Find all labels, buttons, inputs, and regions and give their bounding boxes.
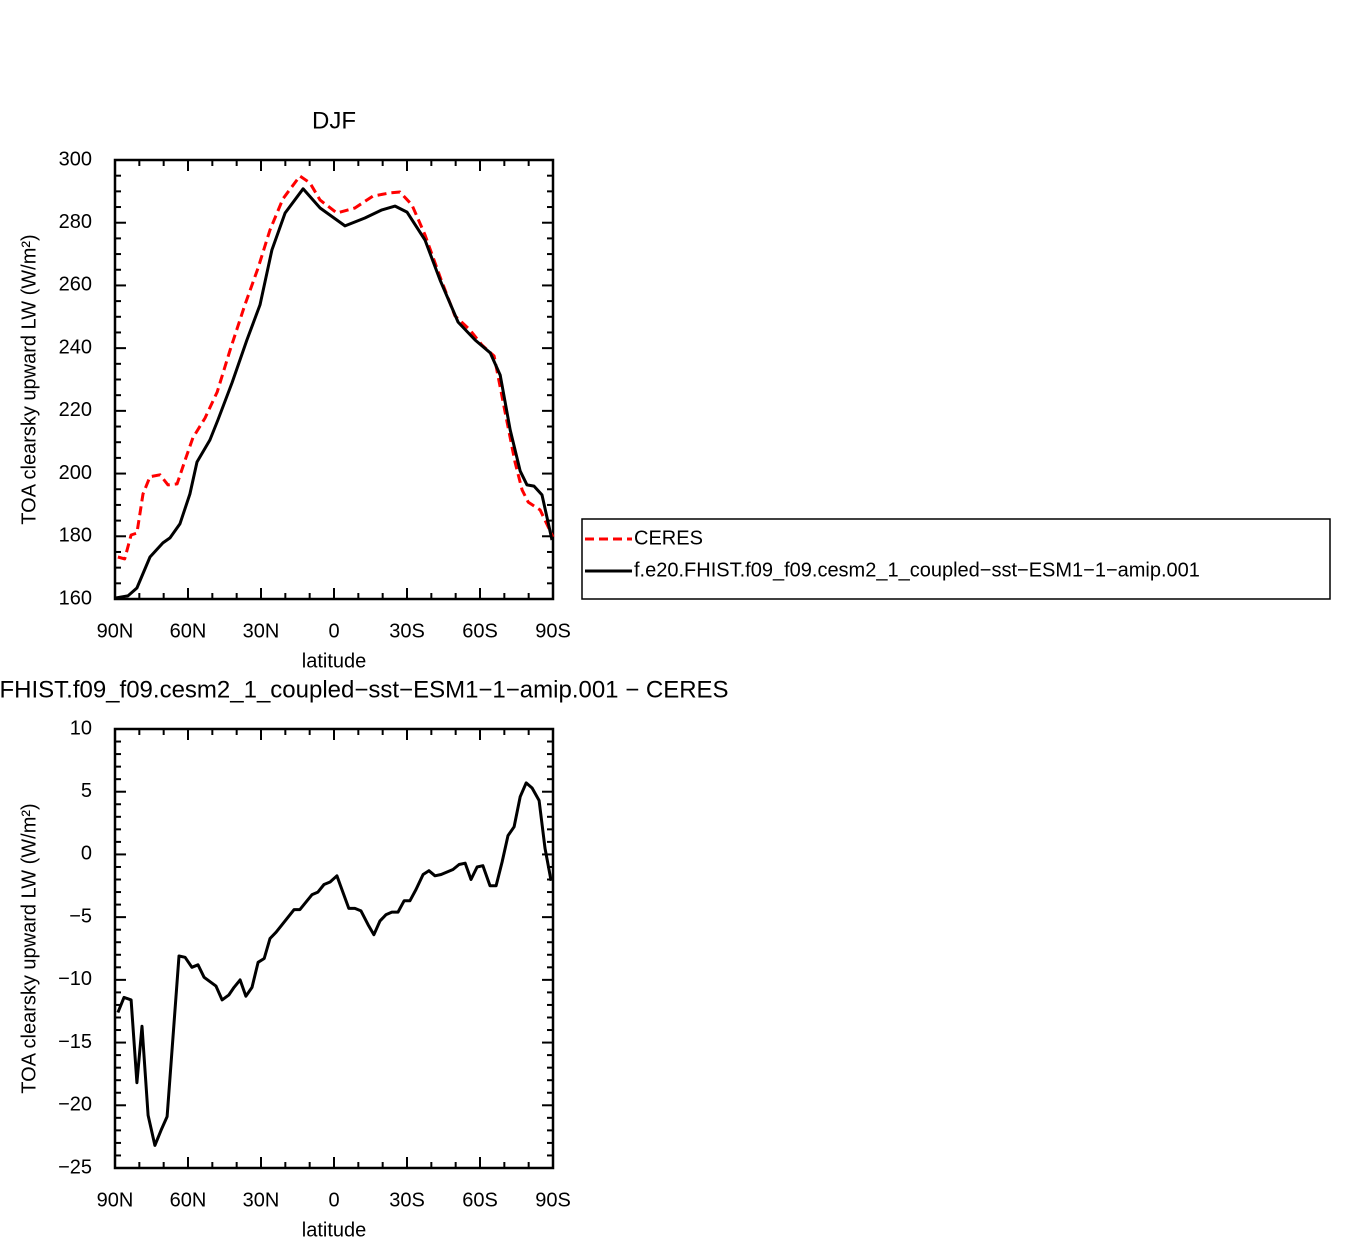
y-tick-label: 200 [59,462,92,484]
chart-title: DJF [312,107,356,134]
x-tick-label: 60N [170,620,207,642]
chart-title: f.e20.FHIST.f09_f09.cesm2_1_coupled−sst−… [0,676,729,703]
data-line [117,174,555,561]
y-axis-label: TOA clearsky upward LW (W/m²) [18,803,40,1093]
data-line [116,781,553,1147]
y-tick-label: 280 [59,211,92,233]
data-line [114,187,554,600]
x-tick-label: 60S [462,1189,498,1211]
y-tick-label: 160 [59,587,92,609]
x-tick-label: 30S [389,1189,425,1211]
plot-frame [113,158,555,601]
x-tick-label: 90N [97,620,134,642]
x-tick-label: 0 [328,620,339,642]
y-tick-label: −15 [58,1031,92,1053]
y-tick-label: 5 [81,780,92,802]
x-axis-label: latitude [302,1219,367,1241]
y-tick-label: 240 [59,336,92,358]
plot-frame [113,727,555,1170]
y-tick-label: −20 [58,1094,92,1116]
y-tick-label: −25 [58,1156,92,1178]
legend-box [581,518,1331,600]
y-tick-label: 10 [70,717,92,739]
x-tick-label: 60N [170,1189,207,1211]
y-tick-label: 0 [81,843,92,865]
x-tick-label: 60S [462,620,498,642]
y-tick-label: 180 [59,525,92,547]
x-tick-label: 30S [389,620,425,642]
x-tick-label: 90S [535,620,571,642]
legend-label: CERES [634,527,703,549]
legend-label: f.e20.FHIST.f09_f09.cesm2_1_coupled−sst−… [634,559,1200,581]
x-tick-label: 90N [97,1189,134,1211]
y-tick-label: −10 [58,968,92,990]
y-tick-label: 220 [59,399,92,421]
x-tick-label: 30N [243,1189,280,1211]
x-tick-label: 0 [328,1189,339,1211]
x-tick-label: 90S [535,1189,571,1211]
x-axis-label: latitude [302,650,367,672]
y-tick-label: −5 [69,905,92,927]
y-tick-label: 260 [59,274,92,296]
y-axis-label: TOA clearsky upward LW (W/m²) [18,234,40,524]
y-tick-label: 300 [59,148,92,170]
x-tick-label: 30N [243,620,280,642]
